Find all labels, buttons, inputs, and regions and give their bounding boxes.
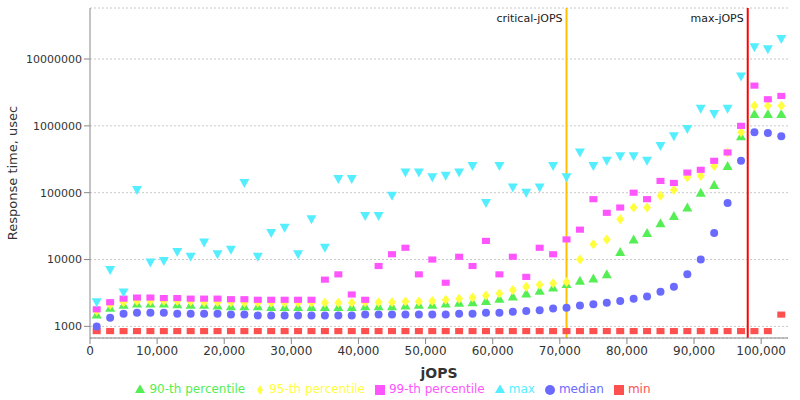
svg-text:1000000: 1000000 — [33, 120, 82, 133]
svg-text:100000: 100000 — [40, 187, 82, 200]
svg-text:10000000: 10000000 — [26, 53, 82, 66]
svg-text:jOPS: jOPS — [419, 365, 457, 381]
svg-text:40,000: 40,000 — [337, 344, 379, 358]
html-text:99-th percentile: 99-th percentile — [389, 382, 485, 396]
html-text:median: median — [558, 382, 604, 396]
svg-text:max-jOPS: max-jOPS — [690, 12, 743, 25]
svg-text:1000: 1000 — [54, 320, 82, 333]
svg-text:50,000: 50,000 — [405, 344, 447, 358]
svg-text:20,000: 20,000 — [203, 344, 245, 358]
svg-text:Response time, usec: Response time, usec — [8, 106, 20, 240]
html-text:95-th percentile: 95-th percentile — [269, 382, 365, 396]
svg-text:10,000: 10,000 — [136, 344, 178, 358]
svg-text:10000: 10000 — [47, 253, 82, 266]
svg-text:90,000: 90,000 — [673, 344, 715, 358]
svg-text:30,000: 30,000 — [270, 344, 312, 358]
svg-text:0: 0 — [86, 344, 94, 358]
svg-text:100,000: 100,000 — [736, 344, 786, 358]
svg-text:80,000: 80,000 — [606, 344, 648, 358]
html-text:max: max — [508, 382, 535, 396]
html-text:90-th percentile: 90-th percentile — [149, 382, 246, 396]
svg-text:critical-jOPS: critical-jOPS — [496, 12, 562, 25]
svg-text:60,000: 60,000 — [472, 344, 514, 358]
svg-text:70,000: 70,000 — [539, 344, 581, 358]
html-text:min: min — [627, 382, 651, 396]
